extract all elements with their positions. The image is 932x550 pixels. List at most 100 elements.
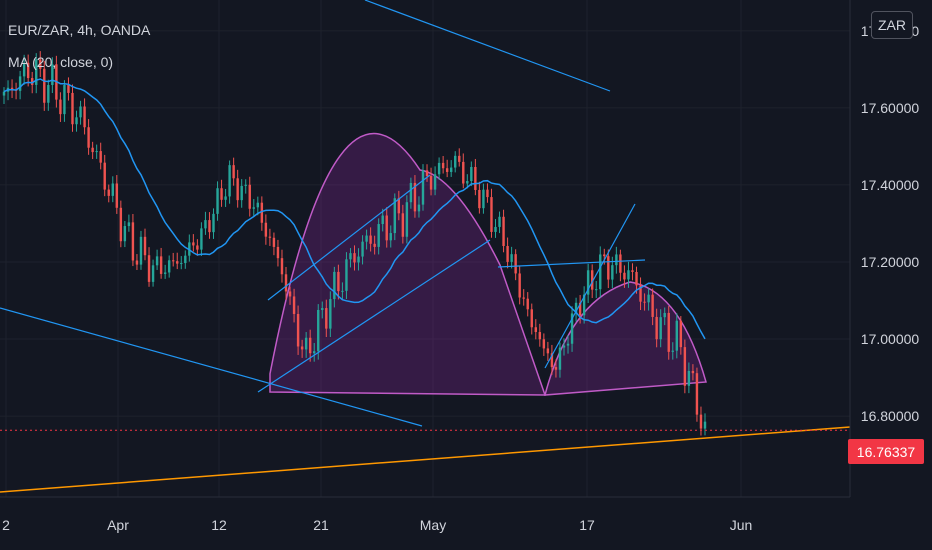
candle — [582, 286, 586, 324]
candle-body — [272, 237, 276, 247]
candle-body — [441, 162, 445, 169]
candle-body — [276, 246, 280, 259]
candle-body — [159, 256, 163, 274]
candle — [284, 266, 288, 300]
candle-body — [280, 258, 284, 275]
candle-body — [167, 260, 171, 273]
time-axis: 2 Apr 12 21 May 17 Jun — [0, 496, 850, 533]
candle-body — [647, 294, 650, 303]
candle-body — [361, 241, 364, 257]
candle — [405, 195, 409, 244]
candle-body — [260, 202, 264, 223]
candle — [280, 249, 284, 283]
candle-body — [224, 196, 227, 200]
time-tick-label: May — [420, 517, 446, 533]
candle-body — [518, 273, 521, 298]
candle — [445, 159, 449, 178]
candle-body — [695, 373, 699, 415]
candle-body — [292, 296, 296, 314]
currency-button[interactable]: ZAR — [871, 11, 913, 39]
candle-body — [300, 346, 304, 350]
price-tick-label: 17.00000 — [861, 331, 920, 347]
candle-body — [554, 367, 558, 370]
candle — [236, 169, 239, 208]
candle-body — [329, 299, 332, 329]
candle — [643, 293, 646, 311]
candle — [695, 367, 699, 422]
candle — [651, 288, 654, 326]
candle — [627, 261, 630, 288]
candle — [22, 54, 26, 85]
candle-body — [196, 245, 199, 250]
candle — [458, 148, 461, 167]
candle-body — [510, 254, 513, 262]
candle — [224, 188, 227, 207]
symbol-title[interactable]: EUR/ZAR, 4h, OANDA — [8, 22, 151, 38]
candle — [75, 110, 78, 132]
candle-body — [437, 162, 441, 175]
candle-body — [675, 320, 679, 351]
candle-body — [590, 270, 594, 290]
candle — [357, 248, 360, 271]
candle-body — [401, 213, 405, 237]
candle — [180, 256, 183, 270]
candle — [385, 207, 388, 248]
resistance-line — [497, 259, 646, 268]
candle-body — [155, 256, 159, 266]
candle-body — [393, 198, 396, 234]
candle-body — [470, 166, 473, 181]
candle-body — [599, 254, 602, 290]
candle-body — [30, 78, 34, 85]
ma-line — [3, 78, 706, 340]
candle — [317, 304, 320, 360]
price-axis: 17.8000017.6000017.4000017.2000017.00000… — [849, 0, 920, 497]
candle — [510, 246, 513, 269]
candle-body — [200, 228, 203, 250]
candle-body — [627, 270, 630, 280]
head-arc — [269, 132, 547, 396]
indicator-label[interactable]: MA (20, close, 0) — [8, 54, 114, 70]
candle — [417, 196, 421, 218]
candle-body — [486, 189, 489, 198]
candle-body — [458, 155, 461, 162]
candle-body — [490, 197, 493, 232]
candle — [131, 213, 135, 267]
candle-body — [687, 370, 691, 386]
candle-body — [357, 256, 360, 263]
candle-body — [566, 343, 570, 346]
candle — [494, 219, 497, 238]
candle — [107, 184, 110, 203]
candle-body — [248, 184, 251, 209]
candle-body — [95, 151, 98, 153]
candle — [337, 264, 340, 300]
candle — [361, 235, 364, 265]
candle-body — [26, 62, 30, 79]
candle — [502, 209, 505, 253]
candle — [441, 156, 445, 174]
candle — [151, 259, 155, 287]
candle-body — [39, 59, 42, 69]
time-tick-label: Apr — [107, 517, 129, 533]
candle-body — [425, 170, 429, 176]
candle-body — [71, 92, 74, 125]
candle-body — [538, 332, 542, 340]
moving-average-line — [3, 78, 706, 340]
candle — [683, 339, 687, 394]
candle-body — [345, 259, 348, 291]
lower-descending-trendline — [0, 307, 423, 427]
candle-body — [192, 242, 195, 246]
candle — [71, 84, 74, 132]
candle-body — [562, 345, 566, 348]
candle-body — [595, 289, 598, 291]
candle-body — [381, 215, 384, 225]
candle-body — [63, 85, 66, 115]
candle — [79, 100, 82, 125]
candle — [127, 214, 131, 232]
candle-body — [67, 85, 70, 93]
candle-body — [623, 272, 626, 280]
time-tick-label: 17 — [579, 517, 595, 533]
candle-body — [474, 166, 477, 190]
candle-body — [87, 127, 90, 148]
candle-body — [611, 265, 614, 280]
